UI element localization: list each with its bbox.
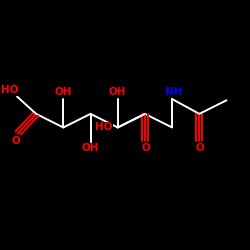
Text: O: O: [142, 144, 150, 154]
Text: OH: OH: [109, 87, 126, 97]
Text: NH: NH: [164, 87, 182, 97]
Text: HO: HO: [95, 122, 113, 132]
Text: O: O: [12, 136, 21, 145]
Text: O: O: [196, 143, 204, 153]
Text: HO: HO: [1, 86, 18, 96]
Text: OH: OH: [54, 87, 72, 97]
Text: OH: OH: [82, 144, 99, 154]
